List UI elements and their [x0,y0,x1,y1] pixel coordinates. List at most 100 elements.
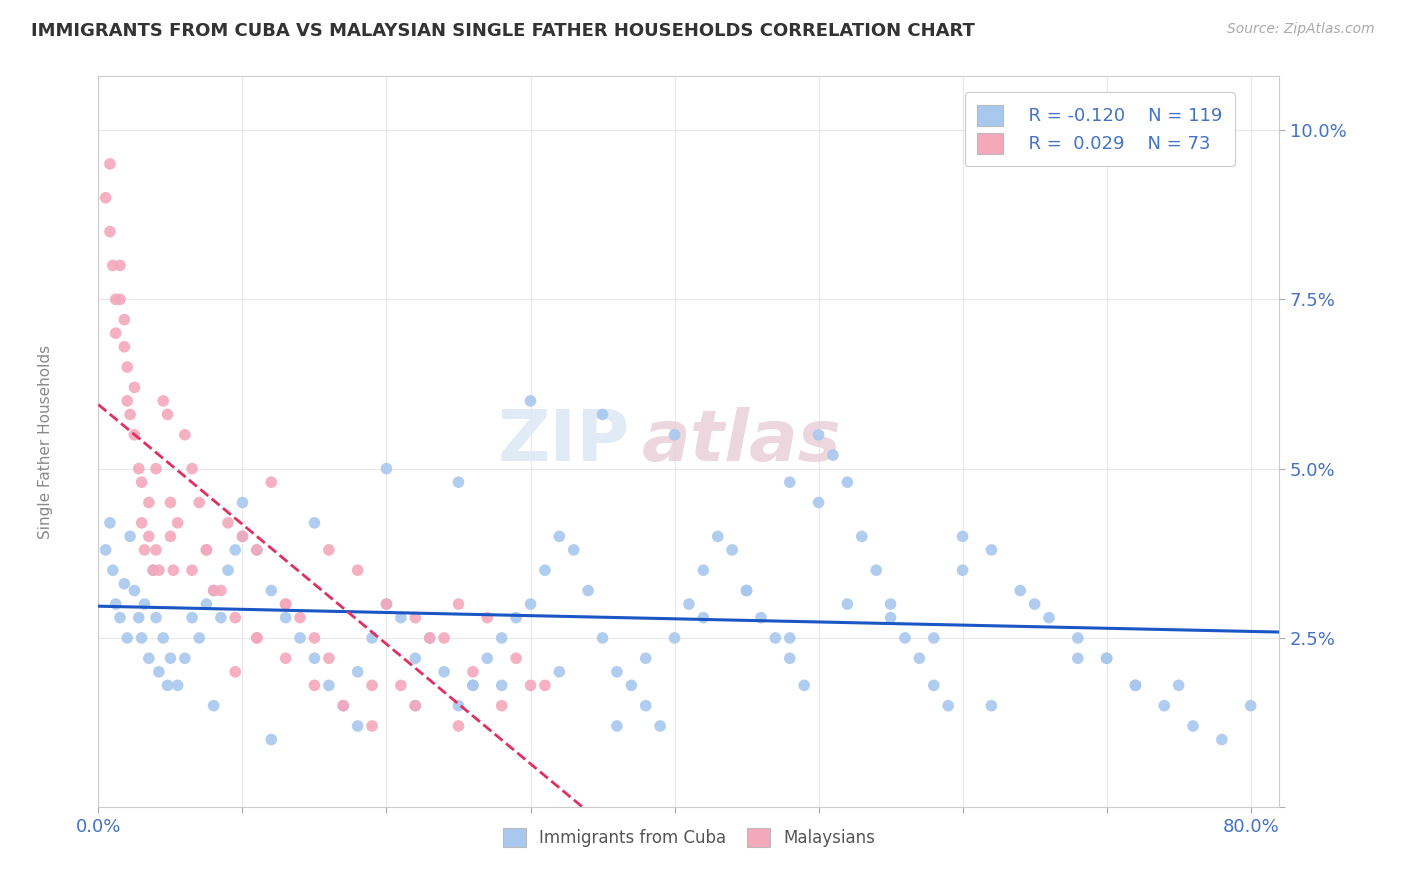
Point [375,597,398,611]
Point [936,698,959,713]
Point [318,678,340,692]
Point [108,610,131,624]
Point [274,597,297,611]
Point [131,475,153,490]
Point [491,678,513,692]
Point [389,610,412,624]
Point [94,191,117,205]
Point [519,678,541,692]
Point [505,610,527,624]
Point [1240,698,1263,713]
Point [807,427,830,442]
Point [980,542,1002,557]
Point [115,359,138,374]
Point [692,563,714,577]
Point [837,597,859,611]
Point [231,529,253,543]
Point [288,610,311,624]
Point [821,448,844,462]
Point [304,631,326,645]
Point [721,542,744,557]
Point [98,225,121,239]
Point [361,678,384,692]
Point [763,631,786,645]
Point [195,597,218,611]
Point [142,563,165,577]
Point [735,583,758,598]
Point [375,597,398,611]
Point [94,542,117,557]
Point [505,651,527,665]
Point [173,651,195,665]
Point [124,380,146,394]
Point [1153,698,1175,713]
Point [274,597,297,611]
Point [224,542,246,557]
Point [1095,651,1118,665]
Point [1211,732,1233,747]
Point [98,516,121,530]
Point [181,461,204,475]
Point [246,542,269,557]
Point [592,631,614,645]
Point [404,651,426,665]
Point [166,516,188,530]
Point [404,698,426,713]
Point [1182,719,1205,733]
Point [592,408,614,422]
Point [576,583,599,598]
Point [156,408,179,422]
Point [620,678,643,692]
Point [115,393,138,408]
Point [606,719,628,733]
Point [1167,678,1189,692]
Point [519,393,541,408]
Point [491,698,513,713]
Point [447,698,470,713]
Point [224,665,246,679]
Point [1067,631,1090,645]
Point [548,529,571,543]
Point [195,542,218,557]
Point [166,678,188,692]
Point [260,732,283,747]
Point [108,259,131,273]
Point [1067,651,1090,665]
Point [433,665,456,679]
Point [159,651,181,665]
Legend: Immigrants from Cuba, Malaysians: Immigrants from Cuba, Malaysians [496,822,882,854]
Point [678,597,700,611]
Point [156,678,179,692]
Point [562,542,585,557]
Point [389,678,412,692]
Point [209,610,232,624]
Point [735,583,758,598]
Point [404,698,426,713]
Point [231,529,253,543]
Point [288,631,311,645]
Text: IMMIGRANTS FROM CUBA VS MALAYSIAN SINGLE FATHER HOUSEHOLDS CORRELATION CHART: IMMIGRANTS FROM CUBA VS MALAYSIAN SINGLE… [31,22,974,40]
Point [548,665,571,679]
Point [104,293,127,307]
Point [260,583,283,598]
Point [217,516,239,530]
Point [318,542,340,557]
Point [433,631,456,645]
Point [650,719,672,733]
Point [304,678,326,692]
Text: Source: ZipAtlas.com: Source: ZipAtlas.com [1227,22,1375,37]
Point [181,563,204,577]
Point [477,610,499,624]
Point [188,631,211,645]
Point [152,631,174,645]
Point [534,678,557,692]
Point [375,461,398,475]
Point [980,698,1002,713]
Point [779,631,801,645]
Point [447,719,470,733]
Point [1038,610,1060,624]
Point [112,576,135,591]
Point [148,563,170,577]
Point [101,259,124,273]
Point [922,631,945,645]
